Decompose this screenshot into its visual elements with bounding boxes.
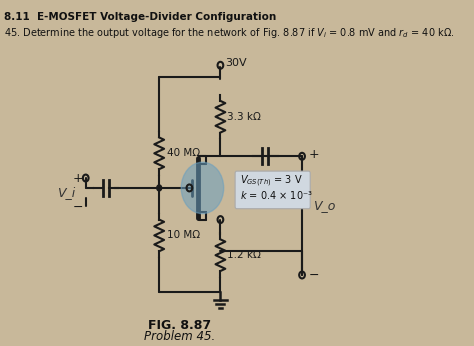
Circle shape <box>181 162 224 213</box>
Text: +: + <box>309 148 319 161</box>
Text: 30V: 30V <box>225 58 247 68</box>
Text: V_i: V_i <box>57 186 75 199</box>
Text: 10 MΩ: 10 MΩ <box>166 230 200 240</box>
Text: −: − <box>73 201 83 214</box>
Text: 40 MΩ: 40 MΩ <box>166 148 200 158</box>
FancyBboxPatch shape <box>235 171 310 209</box>
Circle shape <box>157 185 162 191</box>
Text: +: + <box>73 172 83 184</box>
Text: 1.2 kΩ: 1.2 kΩ <box>227 250 261 260</box>
Text: Problem 45.: Problem 45. <box>144 330 215 343</box>
Text: $k$ = 0.4 × 10⁻³: $k$ = 0.4 × 10⁻³ <box>240 189 313 201</box>
Text: 3.3 kΩ: 3.3 kΩ <box>227 112 261 122</box>
Text: FIG. 8.87: FIG. 8.87 <box>148 319 211 331</box>
Text: $V_{GS(Th)}$ = 3 V: $V_{GS(Th)}$ = 3 V <box>240 173 303 189</box>
Text: V_o: V_o <box>313 199 336 212</box>
Text: 45. Determine the output voltage for the network of Fig. 8.87 if $V_i$ = 0.8 mV : 45. Determine the output voltage for the… <box>4 26 455 40</box>
Text: −: − <box>309 268 319 282</box>
Text: 8.11  E-MOSFET Voltage-Divider Configuration: 8.11 E-MOSFET Voltage-Divider Configurat… <box>4 12 276 22</box>
